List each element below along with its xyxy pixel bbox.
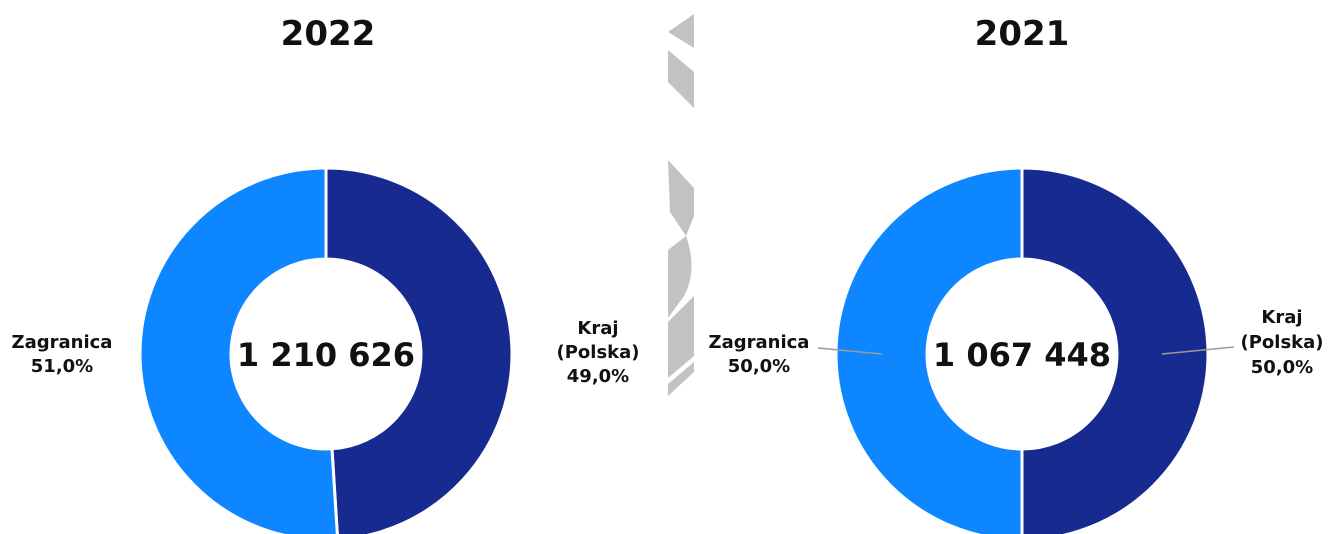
divider-shape-5 xyxy=(668,362,694,396)
donut-total-label-0: 1 210 626 xyxy=(237,336,415,374)
donut-slice-1-0 xyxy=(1020,166,1210,534)
divider-shape-1 xyxy=(668,50,694,108)
slice-name-label: Zagranica xyxy=(12,332,113,353)
leader-line-1-1 xyxy=(817,347,883,355)
chart-title-2022: 2022 xyxy=(280,14,376,54)
divider-shape-3 xyxy=(668,236,692,318)
slice-value-label: 51,0% xyxy=(31,356,93,377)
slice-name-label: Zagranica xyxy=(709,332,810,353)
slice-value-label: 50,0% xyxy=(728,356,790,377)
slice-value-label: 49,0% xyxy=(567,366,629,387)
slice-label-1-1: Zagranica 50,0% xyxy=(709,332,810,377)
leader-line-1-0 xyxy=(1161,346,1235,355)
slice-name-label: Kraj xyxy=(1261,307,1302,328)
divider-shape-2 xyxy=(668,160,694,236)
slice-value-label: 50,0% xyxy=(1251,357,1313,378)
divider-shape-0 xyxy=(668,14,694,48)
slice-label-1-0: Kraj (Polska) 50,0% xyxy=(1240,307,1323,378)
slice-name-label: Kraj xyxy=(577,318,618,339)
donut-slice-0-0 xyxy=(324,166,514,534)
slice-label-0-1: Zagranica 51,0% xyxy=(12,332,113,377)
slice-name-label: (Polska) xyxy=(1240,332,1323,353)
slice-label-0-0: Kraj (Polska) 49,0% xyxy=(556,318,639,387)
decorative-divider xyxy=(668,14,694,396)
chart-title-2021: 2021 xyxy=(974,14,1070,54)
donut-total-label-1: 1 067 448 xyxy=(933,336,1111,374)
donut-slice-1-1 xyxy=(834,166,1024,534)
donut-slice-0-1 xyxy=(138,166,339,534)
donut-chart-2021: 1 067 448 Kraj (Polska) 50,0% Zagranica 50,0% xyxy=(709,166,1324,534)
donut-chart-2022: 1 210 626 Kraj (Polska) 49,0% Zagranica 51,0% xyxy=(12,166,640,534)
slice-name-label: (Polska) xyxy=(556,342,639,363)
divider-shape-4 xyxy=(668,296,694,378)
